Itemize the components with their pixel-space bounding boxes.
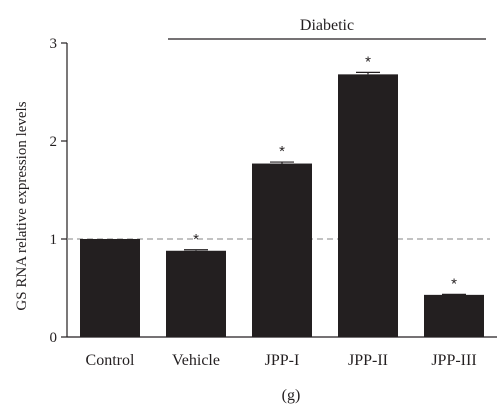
x-tick-label: JPP-I [265,352,300,369]
x-tick-label: Control [86,352,135,369]
x-tick-label: JPP-II [348,352,388,369]
y-tick-label: 0 [50,330,58,346]
bar [252,163,312,337]
bar [80,239,140,337]
y-tick-label: 1 [50,232,58,248]
significance-marker: * [193,231,199,248]
x-tick-label: Vehicle [172,352,220,369]
y-tick-label: 3 [50,36,58,52]
significance-marker: * [279,143,285,160]
bars: Control * Vehicle * JPP-I * JPP-II * JPP-III [80,53,484,369]
y-tick-label: 2 [50,134,58,150]
x-tick-label: JPP-III [431,352,476,369]
group-label: Diabetic [300,17,354,34]
bar [424,294,484,337]
group-bracket: Diabetic [168,17,486,40]
panel-label: (g) [282,387,301,404]
bar [166,250,226,337]
y-axis-label: GS RNA relative expression levels [14,101,30,310]
significance-marker: * [451,275,457,292]
bar [338,74,398,338]
significance-marker: * [365,53,371,70]
